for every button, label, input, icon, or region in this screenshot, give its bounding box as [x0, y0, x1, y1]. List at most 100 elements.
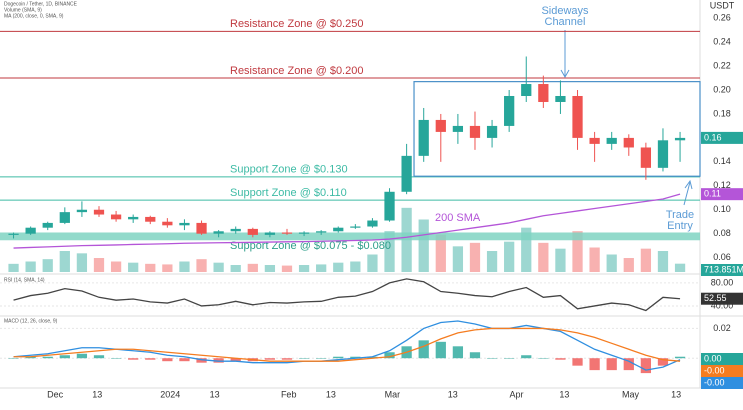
volume-bar — [93, 258, 105, 272]
macd-histogram-bar — [179, 358, 190, 362]
macd-tag-bg — [701, 353, 743, 365]
rsi-tick-label: 80.00 — [711, 277, 734, 287]
y-tick-label: 0.08 — [713, 228, 731, 238]
volume-bar — [8, 263, 19, 272]
candle-body — [76, 209, 88, 213]
volume-bar — [452, 246, 464, 272]
x-tick-label: 13 — [448, 389, 458, 399]
sma-tag-bg — [701, 188, 743, 201]
candle-body — [145, 216, 156, 222]
macd-histogram-bar — [145, 358, 156, 360]
macd-histogram-bar — [486, 358, 498, 359]
volume-bar — [504, 241, 515, 272]
macd-histogram-bar — [42, 356, 53, 359]
rsi-tag-bg — [701, 292, 743, 305]
macd-histogram-bar — [435, 341, 446, 359]
volume-bar — [316, 264, 327, 272]
macd-histogram-bar — [110, 358, 122, 359]
macd-histogram-bar — [469, 352, 481, 359]
macd-histogram-bar — [606, 358, 617, 371]
candle-body — [623, 137, 634, 148]
macd-tick-label: 0.02 — [713, 323, 731, 333]
macd-histogram-bar — [76, 353, 88, 359]
volume-bar — [247, 263, 258, 272]
candle-body — [42, 222, 53, 228]
x-tick-label: Feb — [281, 389, 297, 399]
volume-bar — [538, 242, 549, 272]
y-tick-label: 0.24 — [713, 36, 731, 46]
macd-histogram-bar — [572, 358, 583, 366]
y-tick-label: 0.18 — [713, 108, 731, 118]
candle-body — [504, 95, 515, 126]
candle-body — [521, 84, 532, 96]
channel-label: Sideways — [541, 5, 589, 17]
macd-histogram-bar — [367, 356, 378, 359]
candle-body — [589, 137, 600, 144]
x-tick-label: Mar — [385, 389, 401, 399]
candle-body — [640, 147, 652, 168]
y-tick-label: 0.06 — [713, 252, 731, 262]
candle-body — [247, 228, 258, 235]
macd-histogram-bar — [452, 346, 464, 359]
volume-bar — [264, 265, 276, 272]
macd-histogram-bar — [674, 356, 686, 359]
candle-body — [435, 119, 446, 132]
macd-tag: -0.00 — [704, 377, 725, 387]
legend-volume: Volume (SMA, 9) — [4, 7, 42, 13]
level-label: Resistance Zone @ $0.250 — [230, 18, 363, 30]
channel-label: Channel — [545, 16, 586, 28]
candle-body — [367, 220, 378, 227]
candle-body — [196, 222, 207, 234]
level-label: Support Zone @ $0.130 — [230, 164, 348, 176]
candle-body — [538, 84, 549, 102]
volume-bar — [589, 247, 600, 272]
macd-histogram-bar — [350, 356, 361, 359]
macd-histogram-bar — [213, 358, 224, 363]
candle-body — [59, 212, 70, 223]
x-tick-label: 13 — [671, 389, 681, 399]
currency-label: USDT — [710, 0, 735, 10]
y-tick-label: 0.14 — [713, 156, 731, 166]
candle-body — [555, 95, 566, 102]
macd-tag: 0.00 — [704, 353, 722, 363]
trade-entry-label: Trade — [666, 209, 694, 221]
support-band — [0, 232, 700, 241]
macd-histogram-bar — [538, 358, 549, 359]
candle-body — [230, 228, 241, 232]
channel — [413, 81, 701, 177]
x-tick-label: 13 — [92, 389, 102, 399]
macd-tag: -0.00 — [704, 365, 725, 375]
macd-histogram-bar — [93, 355, 105, 359]
candle-body — [606, 137, 617, 144]
macd-histogram-bar — [555, 358, 566, 360]
x-tick-label: 13 — [326, 389, 336, 399]
macd-histogram-bar — [25, 356, 36, 359]
volume-bar — [281, 265, 293, 272]
candle-body — [572, 95, 583, 138]
volume-bar — [469, 242, 481, 272]
macd-histogram-bar — [333, 356, 344, 359]
candle-body — [25, 227, 36, 234]
volume-bar — [333, 262, 344, 272]
macd-histogram-bar — [8, 358, 19, 359]
candle-body — [213, 231, 224, 234]
legend-macd: MACD (12, 26, close, 9) — [4, 318, 58, 324]
x-tick-label: 13 — [210, 389, 220, 399]
volume-bar — [230, 265, 241, 272]
candle-body — [281, 232, 293, 234]
volume-bar — [42, 259, 53, 272]
macd-line — [13, 320, 681, 371]
x-tick-label: Dec — [47, 389, 64, 399]
volume-bar — [674, 263, 686, 272]
volume-tag-bg — [701, 264, 743, 276]
arrow-head — [684, 179, 693, 190]
signal-line — [13, 327, 681, 362]
candle-body — [298, 232, 310, 234]
macd-tag-bg — [701, 377, 743, 389]
volume-bar — [59, 251, 70, 272]
candle-body — [316, 231, 327, 233]
candle-body — [128, 216, 139, 220]
y-tick-label: 0.22 — [713, 60, 731, 70]
volume-bar — [25, 261, 36, 272]
